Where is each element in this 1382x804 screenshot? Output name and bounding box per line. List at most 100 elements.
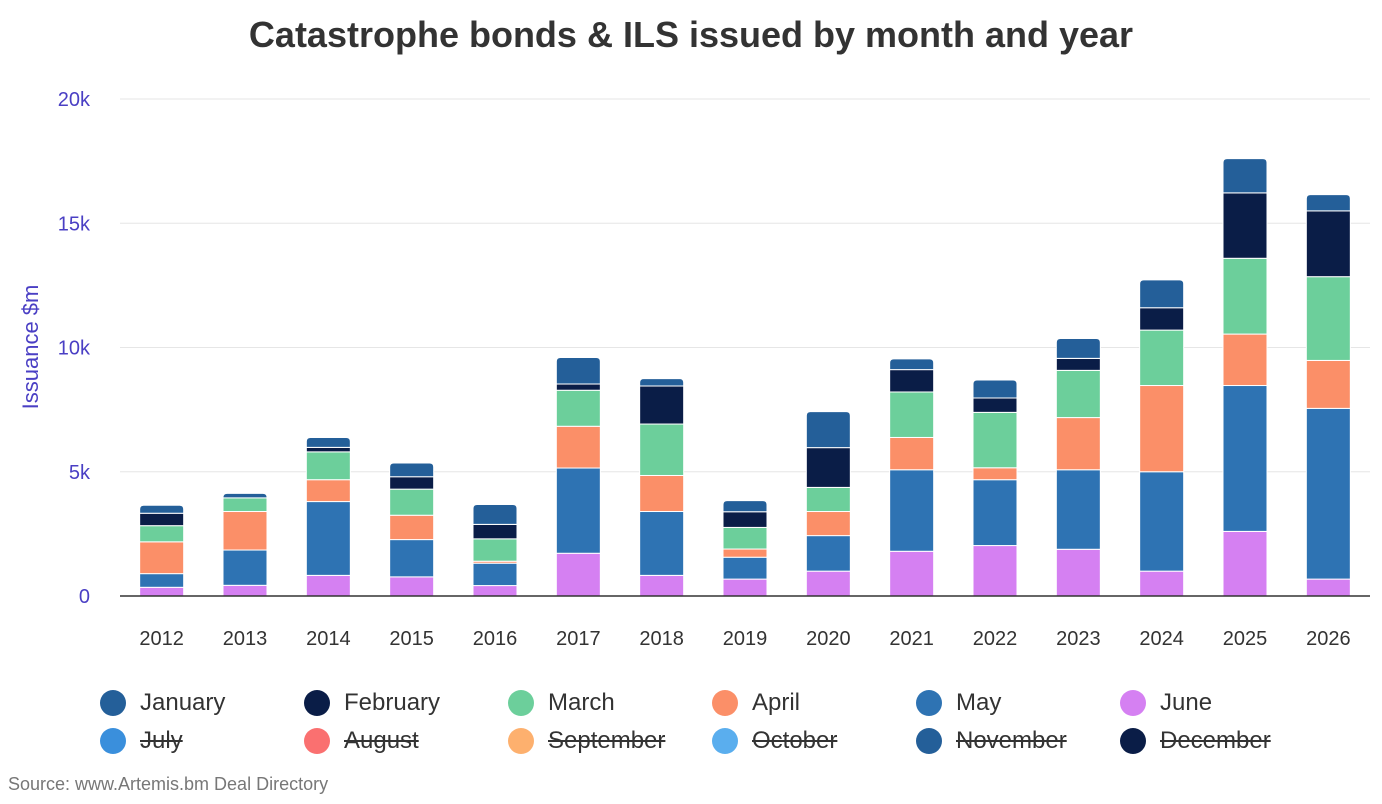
bar-stack-2019[interactable]	[722, 500, 768, 597]
bar-stack-2018[interactable]	[639, 378, 685, 597]
bar-stack-2024[interactable]	[1139, 279, 1185, 597]
bar-stack-2016[interactable]	[472, 504, 518, 597]
bar-segment-march-2012[interactable]	[139, 525, 185, 543]
bar-segment-may-2016[interactable]	[472, 562, 518, 587]
bar-segment-march-2016[interactable]	[472, 538, 518, 562]
bar-segment-april-2019[interactable]	[722, 548, 768, 558]
bar-segment-april-2022[interactable]	[972, 467, 1018, 481]
bar-segment-june-2015[interactable]	[389, 576, 435, 597]
bar-segment-february-2017[interactable]	[555, 383, 601, 391]
bar-segment-march-2023[interactable]	[1055, 369, 1101, 419]
bar-stack-2026[interactable]	[1305, 194, 1351, 597]
bar-segment-march-2024[interactable]	[1139, 329, 1185, 387]
bar-segment-january-2026[interactable]	[1305, 194, 1351, 212]
bar-segment-june-2016[interactable]	[472, 585, 518, 597]
bar-segment-april-2026[interactable]	[1305, 359, 1351, 409]
bar-segment-june-2018[interactable]	[639, 574, 685, 597]
bar-segment-june-2025[interactable]	[1222, 530, 1268, 597]
legend-item-november[interactable]: November	[916, 724, 1067, 758]
bar-segment-april-2017[interactable]	[555, 425, 601, 469]
bar-segment-may-2026[interactable]	[1305, 407, 1351, 580]
bar-segment-january-2022[interactable]	[972, 379, 1018, 399]
bar-segment-june-2017[interactable]	[555, 552, 601, 597]
bar-segment-march-2017[interactable]	[555, 389, 601, 427]
bar-segment-march-2019[interactable]	[722, 526, 768, 550]
bar-segment-april-2018[interactable]	[639, 474, 685, 513]
bar-segment-february-2020[interactable]	[805, 447, 851, 488]
legend-item-july[interactable]: July	[100, 724, 183, 758]
bar-segment-february-2025[interactable]	[1222, 192, 1268, 259]
legend-item-february[interactable]: February	[304, 686, 440, 720]
bar-segment-april-2013[interactable]	[222, 511, 268, 551]
bar-segment-january-2025[interactable]	[1222, 158, 1268, 194]
bar-segment-june-2026[interactable]	[1305, 578, 1351, 597]
bar-segment-march-2014[interactable]	[305, 451, 351, 481]
bar-segment-june-2023[interactable]	[1055, 548, 1101, 597]
bar-segment-may-2025[interactable]	[1222, 385, 1268, 532]
bar-stack-2017[interactable]	[555, 356, 601, 597]
bar-segment-march-2013[interactable]	[222, 497, 268, 513]
bar-segment-january-2017[interactable]	[555, 356, 601, 385]
bar-stack-2020[interactable]	[805, 411, 851, 597]
bar-segment-february-2023[interactable]	[1055, 357, 1101, 371]
bar-segment-may-2019[interactable]	[722, 556, 768, 580]
bar-segment-june-2019[interactable]	[722, 578, 768, 597]
legend-item-october[interactable]: October	[712, 724, 837, 758]
legend-item-december[interactable]: December	[1120, 724, 1271, 758]
bar-stack-2022[interactable]	[972, 379, 1018, 597]
bar-segment-april-2015[interactable]	[389, 514, 435, 541]
bar-segment-march-2025[interactable]	[1222, 257, 1268, 335]
bar-segment-may-2022[interactable]	[972, 479, 1018, 547]
bar-segment-february-2014[interactable]	[305, 446, 351, 453]
bar-stack-2023[interactable]	[1055, 338, 1101, 597]
bar-segment-january-2021[interactable]	[889, 358, 935, 371]
bar-stack-2015[interactable]	[389, 462, 435, 597]
legend-item-august[interactable]: August	[304, 724, 419, 758]
bar-segment-may-2024[interactable]	[1139, 471, 1185, 572]
legend-item-june[interactable]: June	[1120, 686, 1212, 720]
bar-segment-january-2018[interactable]	[639, 378, 685, 387]
bar-segment-april-2020[interactable]	[805, 511, 851, 537]
bar-segment-march-2018[interactable]	[639, 423, 685, 476]
bar-segment-may-2012[interactable]	[139, 573, 185, 588]
bar-stack-2012[interactable]	[139, 504, 185, 597]
legend-item-september[interactable]: September	[508, 724, 665, 758]
bar-segment-january-2020[interactable]	[805, 411, 851, 449]
bar-segment-june-2024[interactable]	[1139, 570, 1185, 597]
legend-item-march[interactable]: March	[508, 686, 615, 720]
bar-stack-2013[interactable]	[222, 492, 268, 597]
legend-item-may[interactable]: May	[916, 686, 1001, 720]
bar-segment-january-2019[interactable]	[722, 500, 768, 513]
bar-segment-may-2021[interactable]	[889, 469, 935, 552]
bar-stack-2014[interactable]	[305, 436, 351, 597]
bar-segment-june-2021[interactable]	[889, 550, 935, 597]
bar-segment-may-2017[interactable]	[555, 467, 601, 554]
bar-segment-may-2013[interactable]	[222, 549, 268, 586]
bar-segment-january-2012[interactable]	[139, 504, 185, 514]
bar-segment-april-2021[interactable]	[889, 436, 935, 471]
bar-segment-april-2023[interactable]	[1055, 417, 1101, 471]
bar-segment-june-2012[interactable]	[139, 586, 185, 597]
bar-segment-may-2023[interactable]	[1055, 469, 1101, 550]
bar-segment-march-2026[interactable]	[1305, 276, 1351, 361]
bar-segment-march-2021[interactable]	[889, 391, 935, 438]
bar-segment-april-2024[interactable]	[1139, 385, 1185, 473]
bar-segment-march-2020[interactable]	[805, 486, 851, 513]
bar-segment-february-2012[interactable]	[139, 512, 185, 527]
bar-segment-january-2016[interactable]	[472, 504, 518, 525]
bar-segment-february-2019[interactable]	[722, 511, 768, 528]
bar-segment-june-2013[interactable]	[222, 584, 268, 597]
bar-segment-may-2014[interactable]	[305, 501, 351, 576]
bar-segment-march-2022[interactable]	[972, 411, 1018, 469]
bar-stack-2021[interactable]	[889, 358, 935, 597]
bar-segment-february-2018[interactable]	[639, 385, 685, 425]
bar-segment-june-2020[interactable]	[805, 570, 851, 597]
bar-segment-may-2018[interactable]	[639, 511, 685, 576]
bar-segment-january-2015[interactable]	[389, 462, 435, 478]
bar-segment-may-2020[interactable]	[805, 535, 851, 572]
bar-segment-june-2014[interactable]	[305, 574, 351, 597]
bar-segment-january-2024[interactable]	[1139, 279, 1185, 309]
bar-segment-february-2024[interactable]	[1139, 307, 1185, 331]
bar-segment-january-2023[interactable]	[1055, 338, 1101, 359]
bar-segment-april-2012[interactable]	[139, 541, 185, 575]
